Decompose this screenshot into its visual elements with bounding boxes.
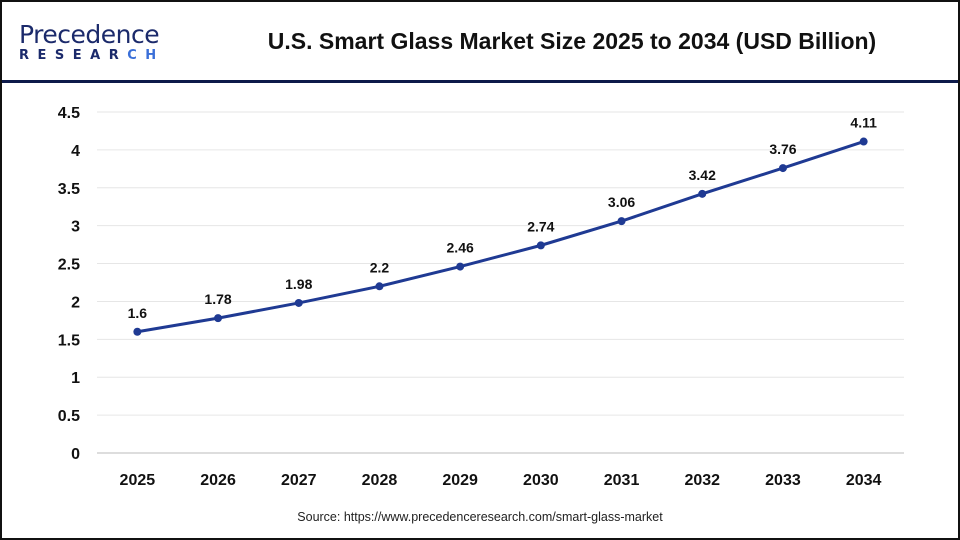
series-line: [137, 140, 865, 334]
data-label: 1.78: [204, 291, 231, 307]
y-tick-label: 4.5: [58, 105, 80, 122]
logo-sub-a: RESEAR: [19, 48, 128, 63]
x-tick-label: 2029: [442, 472, 478, 489]
y-tick-label: 3: [71, 219, 80, 236]
data-point: [456, 262, 465, 271]
data-label: 2.46: [447, 240, 474, 256]
data-label: 3.76: [769, 141, 796, 157]
data-label: 2.74: [527, 218, 554, 234]
data-point: [214, 314, 223, 323]
data-point: [859, 137, 868, 146]
data-point: [617, 217, 626, 226]
x-tick-label: 2031: [604, 472, 640, 489]
data-point: [536, 241, 545, 250]
y-tick-label: 1: [71, 370, 80, 387]
data-label: 3.06: [608, 194, 635, 210]
x-tick-label: 2032: [684, 472, 720, 489]
data-point: [294, 298, 303, 307]
logo-wordmark: Precedence: [19, 20, 160, 49]
data-label: 3.42: [689, 167, 716, 183]
x-tick-label: 2025: [120, 472, 156, 489]
logo: Precedence RESEARCH: [19, 22, 165, 64]
logo-sub-b: CH: [127, 48, 165, 63]
x-tick-label: 2026: [200, 472, 236, 489]
y-tick-label: 2: [71, 294, 80, 311]
x-tick-label: 2027: [281, 472, 317, 489]
y-tick-label: 4: [71, 143, 80, 160]
x-tick-label: 2033: [765, 472, 801, 489]
x-tick-label: 2028: [362, 472, 398, 489]
chart-title: U.S. Smart Glass Market Size 2025 to 203…: [267, 28, 877, 54]
data-point: [375, 282, 384, 291]
data-label: 1.98: [285, 276, 312, 292]
y-tick-label: 1.5: [58, 332, 80, 349]
data-label: 4.11: [850, 115, 877, 131]
source-note: Source: https://www.precedenceresearch.c…: [297, 510, 663, 524]
x-tick-label: 2030: [523, 472, 559, 489]
y-tick-label: 3.5: [58, 181, 80, 198]
y-tick-label: 0: [71, 446, 80, 463]
data-point: [133, 327, 142, 336]
y-tick-label: 2.5: [58, 257, 80, 274]
data-point: [778, 164, 787, 173]
x-tick-label: 2034: [846, 472, 882, 489]
data-label: 1.6: [128, 305, 148, 321]
logo-subtitle: RESEARCH: [19, 48, 165, 64]
data-label: 2.2: [370, 259, 390, 275]
header-rule: [2, 80, 958, 83]
y-tick-label: 0.5: [58, 408, 80, 425]
data-point: [698, 189, 707, 198]
